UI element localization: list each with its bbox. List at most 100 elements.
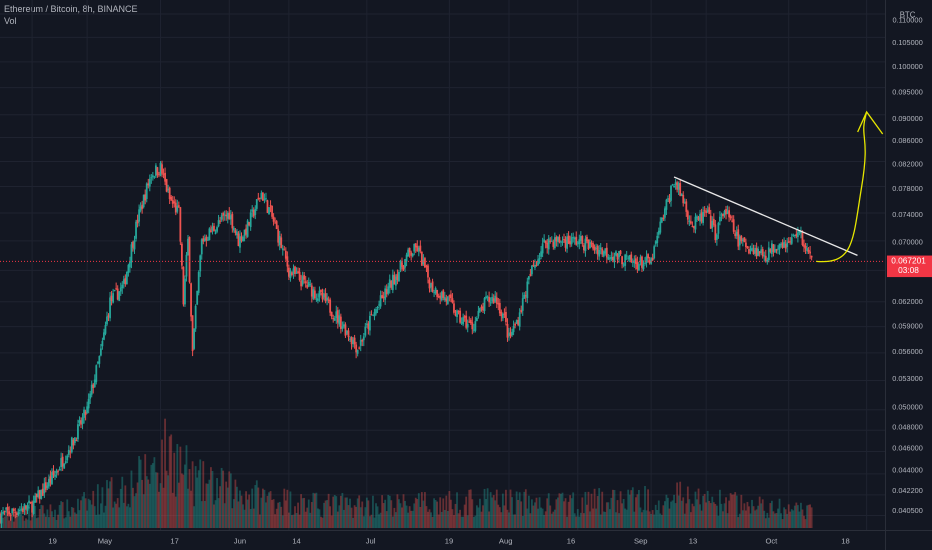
candle-96 — [145, 182, 148, 203]
volume-bar-484 — [738, 513, 741, 528]
candle-338 — [515, 319, 518, 324]
candle-115 — [174, 199, 177, 216]
volume-bar-470 — [717, 515, 720, 528]
volume-bar-199 — [303, 497, 306, 528]
volume-bar-333 — [508, 512, 510, 528]
volume-bar-253 — [385, 511, 388, 528]
volume-bar-323 — [492, 495, 495, 528]
candle-429 — [654, 240, 657, 247]
volume-bar-416 — [634, 497, 637, 528]
volume-bar-311 — [474, 515, 477, 528]
volume-bar-58 — [87, 498, 90, 528]
candle-303 — [462, 313, 465, 327]
volume-bar-208 — [317, 508, 319, 528]
volume-bar-360 — [549, 505, 552, 528]
volume-bar-236 — [359, 507, 362, 528]
candle-262 — [399, 259, 402, 273]
volume-bar-107 — [162, 487, 165, 528]
candle-346 — [527, 276, 530, 285]
price-axis[interactable]: BTC 0.110000 0.105000 0.100000 0.095000 0.09… — [885, 0, 932, 530]
volume-bar-264 — [402, 494, 405, 528]
volume-bar-83 — [125, 506, 128, 528]
candle-247 — [376, 305, 379, 314]
volume-bar-316 — [482, 505, 484, 528]
time-axis[interactable]: 19 May 17 Jun 14 Jul 19 Aug 16 Sep 13 Oct 18 — [0, 530, 885, 550]
candle-328 — [500, 309, 503, 322]
volume-bar-198 — [301, 498, 304, 528]
volume-bar-408 — [622, 498, 625, 528]
candle-159 — [242, 235, 244, 242]
volume-bar-326 — [497, 504, 500, 528]
candle-151 — [229, 210, 232, 225]
volume-bar-273 — [416, 499, 419, 528]
volume-bar-342 — [521, 515, 524, 528]
volume-bar-412 — [628, 494, 631, 528]
volume-bar-292 — [445, 495, 448, 528]
volume-bar-404 — [616, 500, 619, 528]
volume-bar-168 — [255, 480, 258, 528]
volume-bar-251 — [382, 503, 385, 528]
volume-bar-162 — [246, 499, 249, 528]
candle-181 — [275, 219, 278, 230]
volume-bar-492 — [751, 499, 753, 528]
volume-bar-399 — [608, 509, 611, 528]
volume-bar-256 — [390, 500, 393, 528]
candle-495 — [755, 242, 758, 260]
volume-bar-25 — [37, 517, 40, 528]
volume-bar-329 — [501, 493, 504, 528]
candle-142 — [216, 225, 218, 234]
volume-bar-96 — [145, 476, 148, 528]
candle-441 — [673, 183, 675, 188]
volume-bar-415 — [633, 511, 636, 528]
candle-69 — [104, 321, 107, 336]
candle-233 — [355, 341, 358, 359]
candle-64 — [96, 361, 99, 365]
volume-bar-401 — [612, 489, 614, 528]
volume-bar-11 — [15, 515, 18, 528]
volume-bar-294 — [448, 491, 451, 528]
candle-187 — [284, 247, 287, 261]
candle-39 — [58, 466, 61, 471]
candle-523 — [798, 230, 801, 236]
candle-412 — [628, 254, 631, 263]
price-tick-1: 0.105000 — [892, 38, 923, 47]
volume-bar-501 — [764, 518, 767, 528]
volume-bar-518 — [790, 509, 793, 528]
volume-bar-216 — [329, 506, 332, 528]
candle-529 — [807, 247, 810, 254]
volume-bar-443 — [676, 482, 679, 528]
volume-bar-439 — [670, 501, 672, 528]
candle-73 — [110, 290, 113, 306]
volume-bar-298 — [454, 503, 457, 528]
candle-434 — [662, 214, 665, 221]
candle-259 — [394, 273, 397, 290]
candle-467 — [712, 213, 715, 227]
volume-bar-476 — [726, 513, 729, 528]
candle-413 — [630, 251, 633, 264]
breakout-arrow[interactable] — [816, 110, 884, 263]
volume-bar-24 — [35, 518, 38, 528]
volume-bar-41 — [61, 502, 64, 528]
candle-312 — [475, 316, 478, 322]
candle-525 — [801, 230, 804, 247]
volume-bar-191 — [291, 515, 293, 528]
volume-bar-229 — [349, 498, 351, 528]
volume-label[interactable]: Vol — [4, 16, 17, 26]
volume-bar-425 — [648, 511, 651, 528]
candle-363 — [553, 232, 556, 250]
price-tick-14: 0.053000 — [892, 374, 923, 383]
candle-184 — [280, 233, 283, 249]
volume-bar-137 — [208, 479, 211, 528]
volume-bar-499 — [761, 499, 764, 528]
candle-471 — [719, 211, 721, 226]
symbol-title[interactable]: Ethereum / Bitcoin, 8h, BINANCE — [4, 4, 138, 14]
price-chart[interactable] — [0, 0, 885, 530]
volume-bar-441 — [673, 494, 675, 528]
candle-24 — [35, 493, 38, 503]
volume-bar-363 — [553, 509, 556, 528]
candle-148 — [225, 210, 228, 221]
candle-3 — [3, 510, 6, 516]
resistance-trendline[interactable] — [673, 176, 858, 257]
candle-301 — [459, 307, 461, 324]
candle-91 — [138, 204, 140, 227]
